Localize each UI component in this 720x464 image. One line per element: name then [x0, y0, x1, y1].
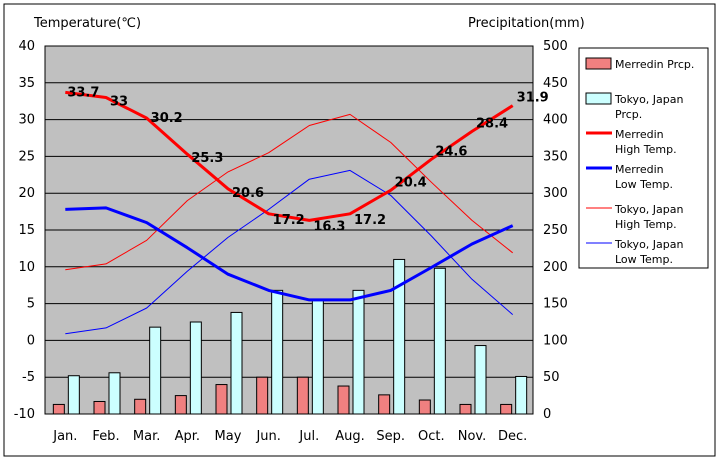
line-tokyo-japan-high-temp [65, 113, 514, 271]
bar-tokyo-prcp [67, 375, 80, 415]
legend-label: Merredin [615, 163, 664, 176]
data-label: 17.2 [354, 213, 386, 228]
right-tick-label: 500 [543, 39, 568, 54]
legend-label: Low Temp. [615, 178, 673, 191]
left-tick-label: 30 [18, 113, 35, 128]
data-label: 33 [110, 95, 128, 110]
bar-merredin-prcp [459, 403, 472, 415]
bar-tokyo-prcp [352, 289, 365, 415]
x-axis-ticks: Jan. Feb. Mar. Apr. May Jun. Jul. Aug. Sep. Oct. N… [52, 429, 527, 444]
left-tick-label: 5 [27, 297, 35, 312]
line-merredin-high-temp [65, 90, 514, 222]
x-tick-label: Nov. [458, 429, 487, 444]
right-tick-label: 400 [543, 113, 568, 128]
x-tick-label: Aug. [335, 429, 365, 444]
x-tick-label: Jan. [52, 429, 77, 444]
left-tick-label: 25 [18, 149, 35, 164]
right-tick-label: 50 [543, 370, 560, 385]
line-merredin-low-temp [65, 206, 514, 302]
line-series [65, 90, 514, 335]
left-tick-label: -10 [14, 407, 35, 422]
right-tick-label: 150 [543, 297, 568, 312]
data-labels: 33.7 33 30.2 25.3 20.6 17.2 16.3 17.2 20.4 24.6 28… [67, 85, 548, 234]
bar-merredin-prcp [418, 399, 431, 415]
right-tick-label: 350 [543, 149, 568, 164]
bar-tokyo-prcp [108, 372, 121, 415]
left-tick-label: 20 [18, 186, 35, 201]
data-label: 20.4 [395, 175, 427, 190]
plot-border [44, 45, 534, 415]
legend-label: Merredin [615, 128, 664, 141]
bar-tokyo-prcp [311, 300, 324, 415]
legend-label: Prcp. [615, 108, 642, 121]
bar-merredin-prcp [93, 400, 106, 415]
legend-label: Tokyo, Japan [614, 203, 683, 216]
x-tick-label: Jun. [255, 429, 280, 444]
left-tick-label: 0 [27, 333, 35, 348]
bar-merredin-prcp [337, 385, 350, 415]
bar-merredin-prcp [215, 384, 228, 415]
bar-tokyo-prcp [515, 375, 528, 415]
left-tick-label: 15 [18, 223, 35, 238]
bar-merredin-prcp [174, 395, 187, 415]
x-tick-label: Sep. [376, 429, 405, 444]
legend-label: Tokyo, Japan [614, 238, 683, 251]
legend-label: Merredin Prcp. [615, 58, 694, 71]
x-tick-label: Apr. [175, 429, 200, 444]
x-tick-label: May [215, 429, 242, 444]
left-tick-label: 35 [18, 76, 35, 91]
data-label: 20.6 [232, 186, 264, 201]
x-tick-label: Dec. [498, 429, 527, 444]
right-tick-label: 300 [543, 186, 568, 201]
legend-label: High Temp. [615, 143, 677, 156]
legend-label: Low Temp. [615, 253, 673, 266]
left-tick-label: 40 [18, 39, 35, 54]
right-tick-label: 0 [543, 407, 551, 422]
legend: Merredin Prcp.Tokyo, JapanPrcp.Merredin … [578, 47, 709, 269]
data-label: 17.2 [273, 213, 305, 228]
legend-swatch [585, 57, 612, 70]
bar-tokyo-prcp [474, 345, 487, 415]
data-label: 16.3 [313, 219, 345, 234]
bar-tokyo-prcp [149, 326, 162, 415]
bar-merredin-prcp [296, 376, 309, 415]
legend-label: Tokyo, Japan [614, 93, 683, 106]
line-tokyo-japan-low-temp [65, 169, 514, 335]
legend-box [578, 47, 709, 269]
right-axis-title: Precipitation(mm) [468, 16, 585, 31]
right-tick-label: 250 [543, 223, 568, 238]
bar-merredin-prcp [500, 403, 513, 415]
data-label: 30.2 [151, 111, 183, 126]
data-label: 33.7 [67, 85, 99, 100]
bar-merredin-prcp [378, 394, 391, 415]
data-label: 28.4 [476, 116, 508, 131]
bar-tokyo-prcp [189, 321, 202, 415]
data-label: 25.3 [191, 151, 223, 166]
bar-merredin-prcp [256, 376, 269, 415]
right-axis-ticks: 0 50 100 150 200 250 300 350 400 450 500 [543, 39, 568, 422]
left-tick-label: -5 [22, 370, 35, 385]
left-tick-label: 10 [18, 260, 35, 275]
legend-label: High Temp. [615, 218, 677, 231]
bar-tokyo-prcp [271, 289, 284, 415]
x-tick-label: Feb. [92, 429, 119, 444]
right-tick-label: 200 [543, 260, 568, 275]
bar-merredin-prcp [134, 398, 147, 415]
right-tick-label: 450 [543, 76, 568, 91]
bar-merredin-prcp [52, 403, 65, 415]
x-tick-label: Oct. [418, 429, 445, 444]
left-axis-ticks: -10 -5 0 5 10 15 20 25 30 35 40 [14, 39, 35, 422]
bar-tokyo-prcp [433, 267, 446, 415]
right-tick-label: 100 [543, 333, 568, 348]
bar-tokyo-prcp [230, 311, 243, 415]
legend-swatch [585, 92, 612, 105]
x-tick-label: Jul. [298, 429, 319, 444]
left-axis-title: Temperature(℃) [33, 16, 141, 31]
gridlines [45, 82, 533, 378]
x-tick-label: Mar. [133, 429, 160, 444]
data-label: 24.6 [435, 144, 467, 159]
